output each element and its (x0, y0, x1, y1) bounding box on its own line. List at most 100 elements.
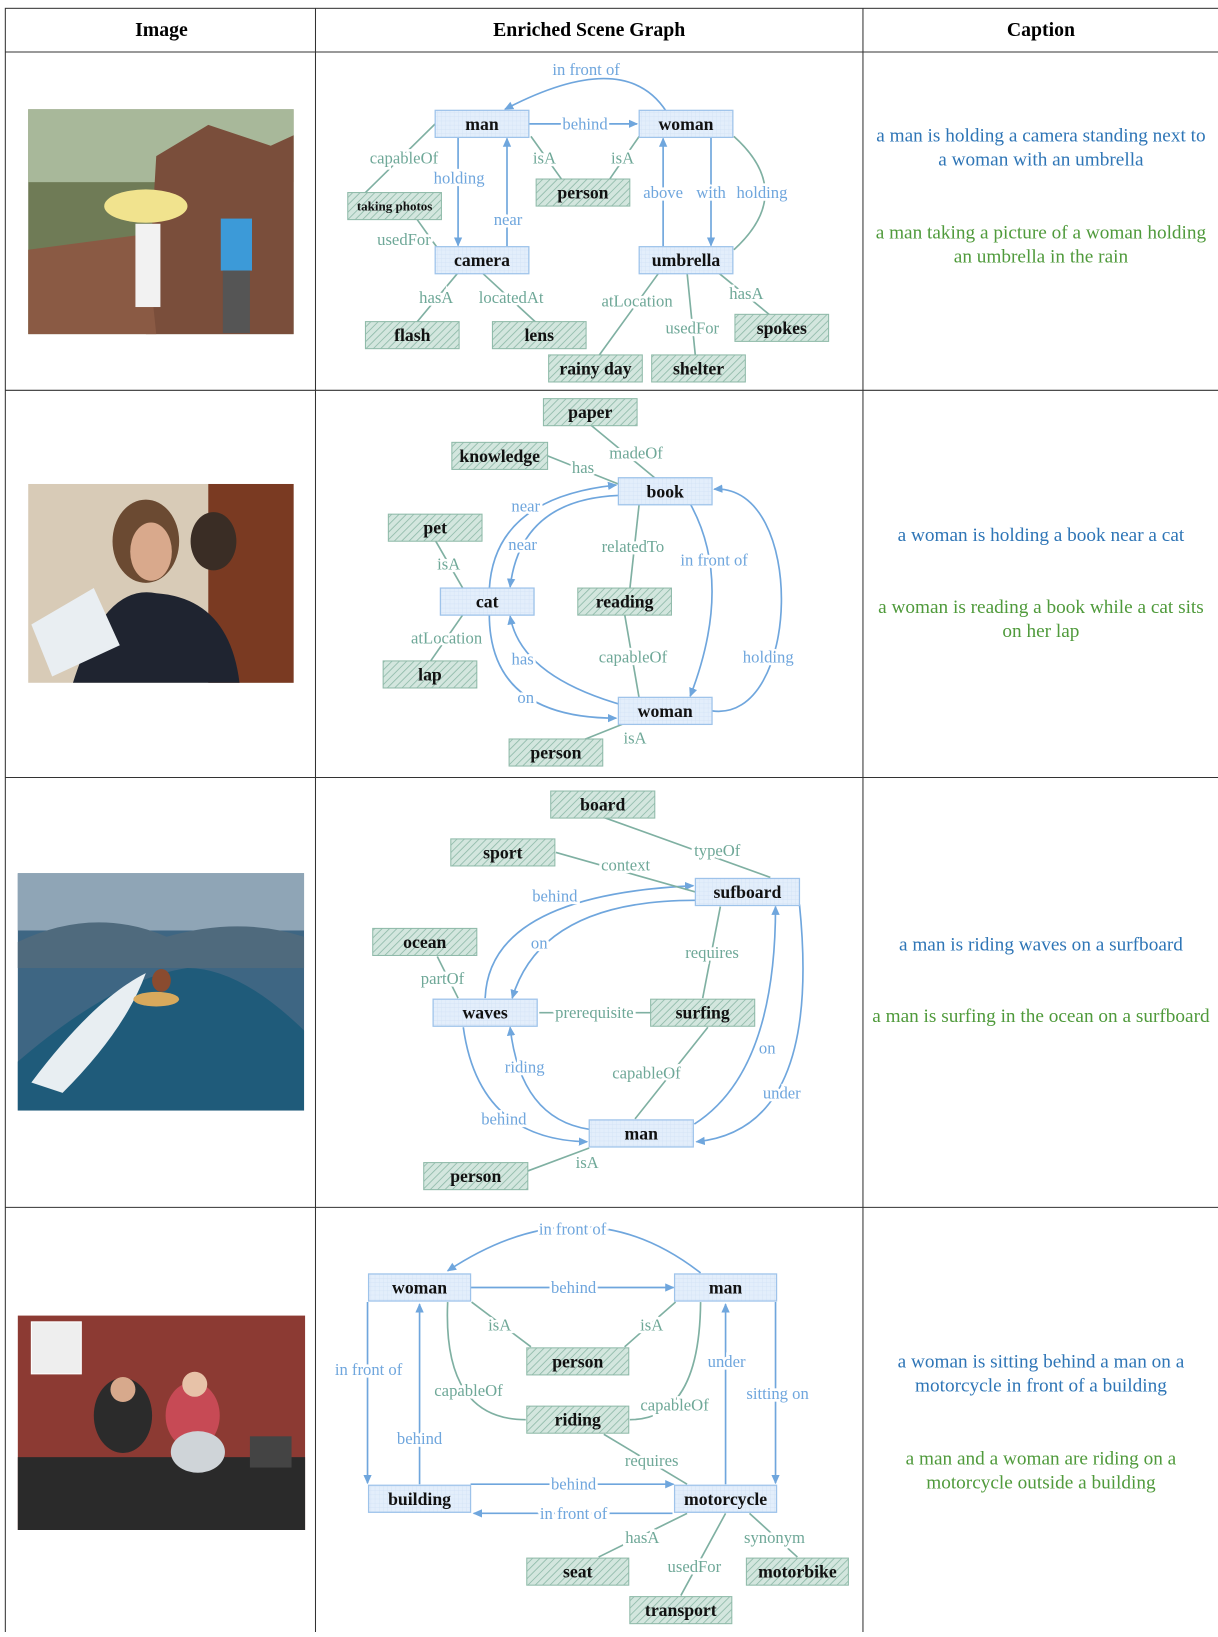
commonsense-label: requires (625, 1451, 679, 1470)
commonsense-edge (602, 816, 771, 879)
commonsense-label: hasA (625, 1528, 659, 1547)
relation-label: in front of (680, 550, 748, 569)
relation-label: in front of (539, 1220, 607, 1239)
commonsense-label: atLocation (602, 291, 674, 310)
commonsense-label: typeOf (694, 841, 741, 860)
commonsense-label: capableOf (612, 1064, 681, 1083)
commonsense-edge (628, 503, 641, 590)
object-node (434, 246, 530, 275)
caption-box: a man is surfing in the ocean on a surfb… (872, 1006, 1209, 1027)
object-label: sufboard (714, 882, 782, 902)
commonsense-label: isA (623, 728, 646, 747)
concept-label: paper (568, 402, 612, 422)
concept-label: surfing (676, 1003, 730, 1023)
object-label: man (709, 1277, 743, 1297)
object-label: cat (476, 592, 499, 612)
commonsense-edge (598, 1512, 688, 1558)
concept-label: sport (483, 842, 522, 862)
object-node (439, 587, 535, 616)
concept-label: flash (394, 325, 431, 345)
photo (17, 873, 305, 1111)
object-label: umbrella (652, 250, 721, 270)
relation-label: above (643, 183, 683, 202)
concept-node (548, 354, 643, 383)
commonsense-label: isA (611, 149, 634, 168)
relation-edge (693, 905, 780, 1125)
commonsense-label: capableOf (640, 1396, 709, 1415)
commonsense-label: requires (685, 943, 739, 962)
relation-label: on (759, 1039, 776, 1058)
header-image: Image (135, 19, 188, 41)
caption-box: a man taking a picture of a woman holdin… (875, 222, 1207, 268)
concept-node (450, 838, 556, 867)
object-label: motorcycle (684, 1489, 767, 1509)
commonsense-label: capableOf (599, 647, 668, 666)
relation-label: sitting on (746, 1384, 809, 1403)
concept-node (577, 587, 672, 616)
relation-label: in front of (335, 1360, 403, 1379)
object-node (617, 477, 713, 506)
concept-node (629, 1596, 733, 1625)
relation-label: on (517, 688, 534, 707)
object-label: waves (463, 1003, 508, 1023)
commonsense-label: capableOf (434, 1381, 503, 1400)
object-node (434, 109, 530, 139)
relation-edge (695, 904, 804, 1146)
commonsense-edge (471, 1301, 532, 1348)
relation-label: with (696, 183, 726, 202)
commonsense-edge (555, 851, 696, 893)
concept-node (382, 660, 478, 689)
object-node (432, 998, 538, 1027)
caption: a man is holding a camera standing next … (876, 125, 1206, 171)
photo (28, 109, 294, 335)
concept-label: reading (596, 592, 654, 612)
caption: a woman is sitting behind a man on a mot… (897, 1352, 1185, 1397)
relation-label: behind (562, 114, 608, 133)
object-node (638, 246, 734, 275)
concept-node (542, 398, 638, 427)
concept-label: person (557, 183, 608, 203)
object-label: building (388, 1489, 451, 1509)
commonsense-label: context (601, 855, 650, 874)
concept-node (526, 1557, 630, 1586)
relation-edge (510, 899, 696, 1000)
relation-label: holding (737, 183, 788, 202)
caption-box: a woman is holding a book near a cat (897, 525, 1185, 547)
commonsense-edge (629, 1302, 702, 1421)
commonsense-edge (547, 455, 619, 485)
object-label: man (465, 114, 499, 134)
commonsense-label: isA (488, 1315, 511, 1334)
commonsense-label: usedFor (665, 318, 719, 337)
caption: a woman is holding a book near a cat (897, 525, 1185, 547)
caption: a man is riding waves on a surfboard (898, 934, 1183, 956)
concept-node (550, 790, 656, 819)
object-node (588, 1119, 694, 1148)
commonsense-edge (436, 956, 459, 999)
relation-edge (711, 484, 783, 712)
relation-edge (506, 1026, 590, 1131)
relation-edge (689, 503, 713, 698)
commonsense-label: hasA (419, 288, 453, 307)
object-node (694, 877, 801, 907)
concept-label: transport (645, 1600, 717, 1620)
commonsense-label: capableOf (370, 149, 439, 168)
commonsense-label: prerequisite (555, 1003, 634, 1022)
commonsense-edge (429, 613, 464, 663)
object-node (367, 1273, 472, 1302)
concept-label: board (580, 795, 625, 815)
concept-label: lens (525, 325, 555, 345)
concept-label: person (552, 1351, 603, 1371)
concept-node (526, 1405, 630, 1434)
commonsense-label: locatedAt (479, 288, 544, 307)
relation-edge (446, 1225, 702, 1274)
commonsense-label: hasA (729, 284, 763, 303)
concept-label: taking photos (357, 199, 433, 214)
caption: a man taking a picture of a woman holdin… (875, 222, 1207, 268)
commonsense-label: isA (640, 1315, 663, 1334)
object-node (673, 1273, 778, 1302)
commonsense-edge (623, 613, 641, 699)
caption-box: a woman is reading a book while a cat si… (878, 597, 1204, 642)
commonsense-edge (527, 1147, 590, 1172)
object-label: woman (638, 701, 693, 721)
